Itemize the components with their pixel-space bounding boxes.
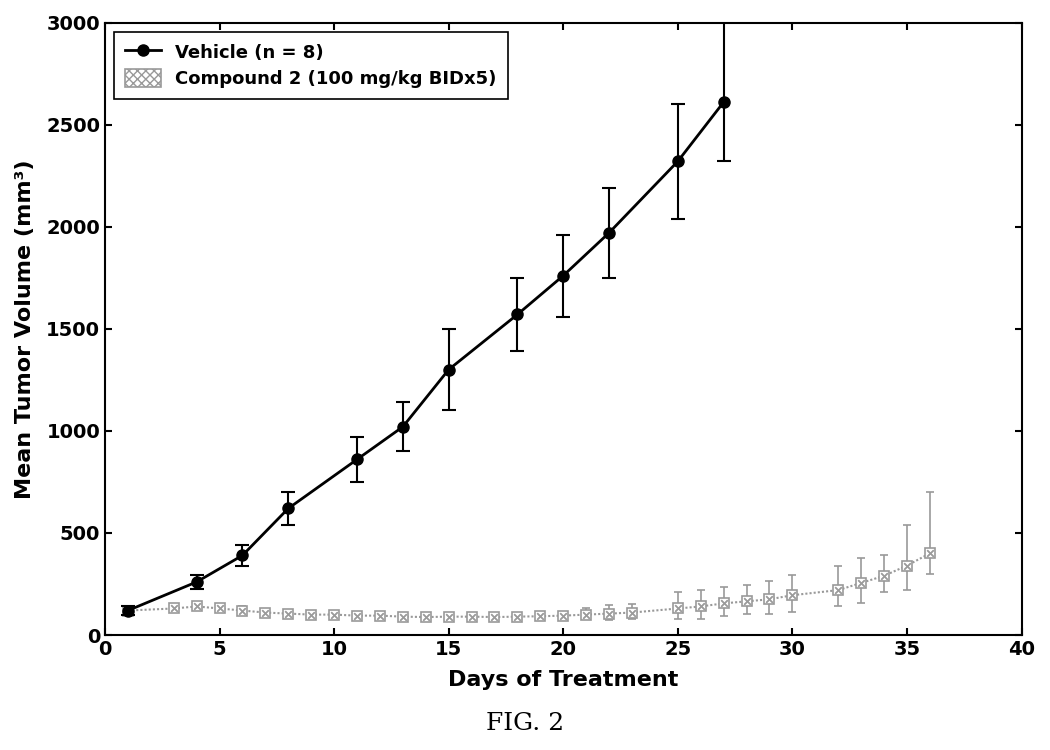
Y-axis label: Mean Tumor Volume (mm³): Mean Tumor Volume (mm³) <box>15 159 35 499</box>
Text: FIG. 2: FIG. 2 <box>486 712 564 735</box>
X-axis label: Days of Treatment: Days of Treatment <box>448 670 678 690</box>
Legend: Vehicle (n = 8), Compound 2 (100 mg/kg BIDx5): Vehicle (n = 8), Compound 2 (100 mg/kg B… <box>114 32 507 99</box>
